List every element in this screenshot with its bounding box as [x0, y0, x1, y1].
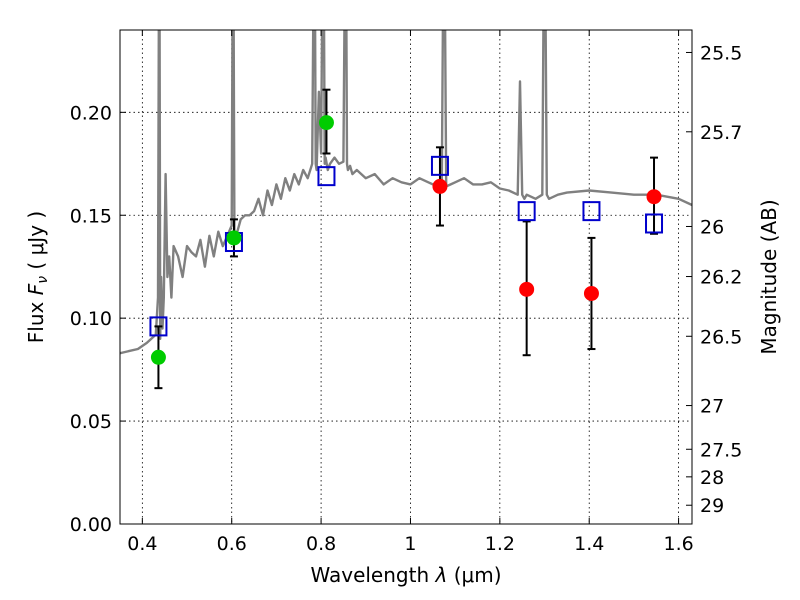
- x-tick-label: 0.6: [217, 533, 247, 555]
- measurement-point: [646, 189, 662, 205]
- model-photometry-box: [582, 201, 601, 222]
- axis-ticks: 0.4 0.6 0.8 1 1.2 1.4 1.6 0.00 0.05 0.10 0.15 0.20 2…: [70, 30, 742, 555]
- y-tick-label: 0.15: [70, 205, 112, 227]
- y-tick-label: 0.05: [70, 411, 112, 433]
- mag-tick-label: 25.5: [700, 42, 742, 64]
- observed-points: [150, 115, 662, 365]
- y-axis-label-symbol: F: [24, 283, 48, 295]
- detection-point: [150, 349, 166, 365]
- mag-tick-label: 26.5: [700, 326, 742, 348]
- x-tick-label: 1.2: [485, 533, 515, 555]
- x-axis-label: Wavelength λ (μm): [310, 563, 501, 587]
- model-spectrum: [120, 30, 692, 355]
- model-spectrum-line: [120, 30, 692, 355]
- y-axis-label-unit: ( μJy ): [24, 211, 48, 270]
- model-photometry-box: [517, 201, 536, 222]
- measurement-point: [432, 178, 448, 194]
- plot-frame: [119, 29, 693, 525]
- mag-tick-label: 28: [700, 467, 724, 489]
- mag-tick-label: 25.7: [700, 122, 742, 144]
- x-tick-label: 1.4: [574, 533, 604, 555]
- y-axis-label: Flux Fν ( μJy ): [24, 211, 51, 343]
- detection-point: [226, 230, 242, 246]
- y-axis-label-prefix: Flux: [24, 301, 48, 343]
- model-photometry-box: [149, 316, 168, 337]
- y-tick-label: 0.00: [70, 514, 112, 536]
- x-axis-label-unit: (μm): [454, 563, 502, 587]
- y-tick-label: 0.20: [70, 102, 112, 124]
- model-photometry-box: [430, 155, 449, 176]
- measurement-point: [583, 285, 599, 301]
- y2-axis-label: Magnitude (AB): [757, 199, 781, 354]
- mag-tick-label: 29: [700, 495, 724, 517]
- grid-lines: [120, 30, 692, 525]
- x-tick-label: 0.8: [306, 533, 336, 555]
- mag-tick-label: 26: [700, 216, 724, 238]
- mag-tick-label: 27.5: [700, 439, 742, 461]
- measurement-point: [519, 281, 535, 297]
- model-photometry-box: [645, 213, 664, 234]
- x-axis-label-prefix: Wavelength: [310, 563, 429, 587]
- x-tick-label: 1: [404, 533, 416, 555]
- x-axis-label-symbol: λ: [435, 563, 448, 587]
- detection-point: [318, 115, 334, 131]
- x-tick-label: 1.6: [663, 533, 693, 555]
- model-photometry-box: [317, 166, 336, 187]
- mag-tick-label: 27: [700, 396, 724, 418]
- model-photometry-points: [149, 155, 664, 337]
- x-tick-label: 0.4: [127, 533, 157, 555]
- y-tick-label: 0.10: [70, 308, 112, 330]
- y-axis-label-subscript: ν: [35, 276, 51, 284]
- mag-tick-label: 26.2: [700, 267, 742, 289]
